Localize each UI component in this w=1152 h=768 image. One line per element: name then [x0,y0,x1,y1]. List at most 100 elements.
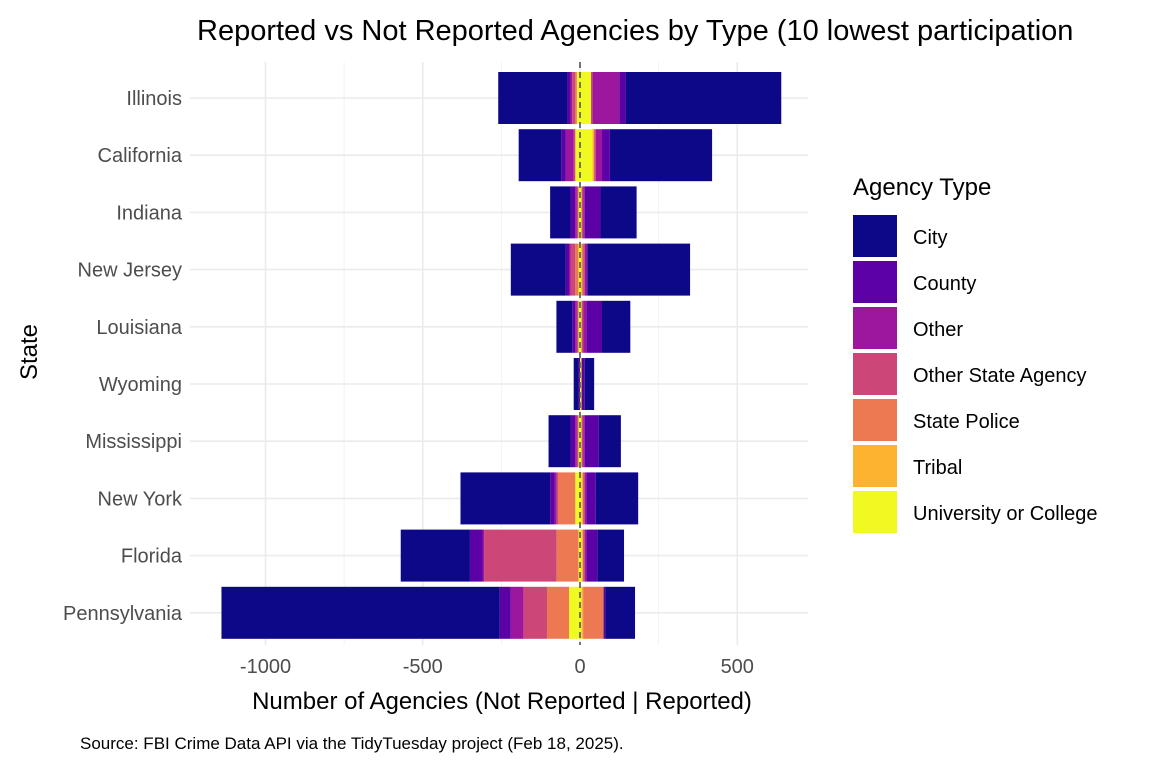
bar-not-reported-city [548,415,571,468]
bar-reported-other [583,415,585,468]
x-axis-title: Number of Agencies (Not Reported | Repor… [252,688,752,715]
legend-label: County [913,273,976,295]
legend: Agency Type City County Other Other State A… [853,174,1098,533]
x-axis-ticks: -1000 -500 0 500 [240,656,754,678]
y-tick-label: New York [98,488,183,510]
bar-reported-other [595,129,603,182]
bar-reported-other-state-agency [581,186,584,239]
bar-reported-city [595,472,639,525]
bar-reported-city [597,529,625,582]
bar-reported-tribal [581,586,584,639]
legend-swatch [853,261,897,303]
bar-not-reported-city [460,472,551,525]
bar-not-reported-other-state-agency [576,300,579,353]
y-axis-ticks: Illinois California Indiana New Jersey Louis… [63,88,183,625]
bar-not-reported-city [400,529,470,582]
bar-reported-county [581,358,585,410]
bar-not-reported-county [567,72,571,124]
bar-reported-other-state-agency [581,300,584,353]
bar-reported-city [587,243,691,296]
y-axis-title: State [16,324,43,380]
bar-reported-other [592,72,620,124]
legend-swatch [853,307,897,349]
bar-not-reported-other [575,300,577,353]
bar-not-reported-county [572,300,576,353]
bar-not-reported-university-or-college [575,472,580,525]
bar-not-reported-other-state-agency [572,72,576,124]
bar-not-reported-county [565,243,569,296]
bar-reported-city [609,129,713,182]
bar-not-reported-other [575,186,577,239]
legend-swatch [853,445,897,487]
legend-swatch [853,491,897,533]
legend-label: Other [913,319,963,341]
chart-caption: Source: FBI Crime Data API via the TidyT… [80,734,624,753]
bar-not-reported-other-state-agency [576,186,579,239]
bar-not-reported-city [510,243,566,296]
y-tick-label: New Jersey [78,260,182,282]
bar-not-reported-other-state-agency [573,129,576,182]
x-tick-label: 500 [721,656,754,678]
bar-not-reported-county [570,186,576,239]
legend-label: City [913,227,947,249]
bar-reported-county [586,243,588,296]
bar-reported-state-police [583,586,604,639]
bar-reported-city [625,72,782,124]
bar-reported-university-or-college [580,415,582,468]
y-tick-label: Indiana [116,202,182,224]
bar-not-reported-other-state-agency [576,415,579,468]
legend-label: Other State Agency [913,365,1086,387]
bar-not-reported-city [518,129,562,182]
bar-reported-county [584,415,599,468]
bar-reported-other [584,472,587,525]
bar-reported-other-state-agency [583,243,585,296]
bar-not-reported-university-or-college [568,586,580,639]
legend-swatch [853,353,897,395]
bar-not-reported-other [510,586,524,639]
bar-not-reported-city [573,358,579,410]
bar-not-reported-state-police [546,586,569,639]
bar-reported-university-or-college [580,243,582,296]
bar-reported-university-or-college [580,72,592,124]
bar-reported-other-state-agency [594,129,596,182]
bar-not-reported-other [565,129,574,182]
bar-reported-other [583,186,585,239]
bar-reported-city [605,586,636,639]
bar-not-reported-state-police [575,72,577,124]
bar-reported-county [603,586,606,639]
bar-not-reported-county [550,472,555,525]
bar-not-reported-other [570,72,573,124]
bars [221,72,782,639]
bar-not-reported-county [499,586,511,639]
bar-not-reported-other [482,529,485,582]
bar-reported-county [602,129,610,182]
bar-reported-other-state-agency [581,415,584,468]
bar-reported-other [584,529,587,582]
bar-reported-county [586,529,598,582]
bar-reported-other [583,300,587,353]
bar-reported-other-state-agency [591,72,593,124]
bar-not-reported-state-police [556,529,579,582]
bar-not-reported-state-police [557,472,576,525]
bar-not-reported-city [498,72,568,124]
x-tick-label: -500 [403,656,443,678]
legend-title: Agency Type [853,174,991,201]
legend-label: State Police [913,411,1020,433]
bar-reported-other-state-agency [583,472,585,525]
bar-reported-county [586,472,596,525]
bar-not-reported-city [556,300,573,353]
y-tick-label: Florida [121,546,183,568]
y-tick-label: Pennsylvania [63,603,183,625]
bar-not-reported-county [570,415,576,468]
bar-reported-city [598,415,621,468]
bar-reported-university-or-college [580,472,582,525]
bar-not-reported-city [221,586,500,639]
x-tick-label: 0 [574,656,585,678]
bar-not-reported-university-or-college [578,415,580,468]
y-tick-label: Mississippi [85,431,182,453]
bar-not-reported-other [568,243,571,296]
bar-not-reported-city [550,186,571,239]
bar-reported-county [619,72,626,124]
y-tick-label: Louisiana [96,317,183,339]
